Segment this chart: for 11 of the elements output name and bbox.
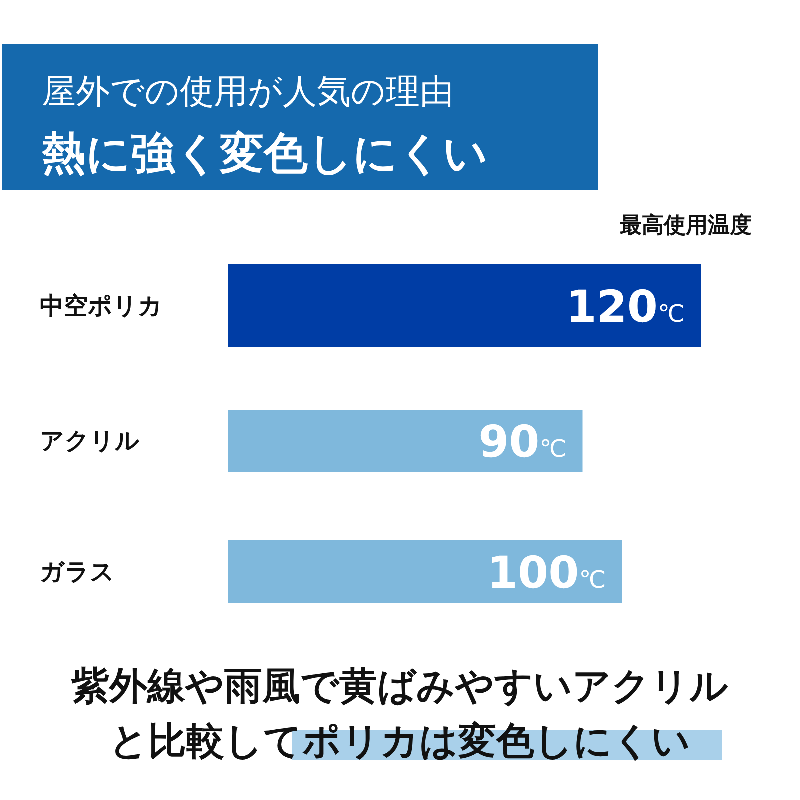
chart-subtitle: 熱に強く変色しにくい	[41, 128, 488, 180]
text: と比較してポリカは変色しにくい	[110, 719, 690, 763]
data-label: 90℃	[478, 417, 567, 468]
x-axis-title: 最高使用温度	[619, 212, 752, 238]
y-tick-label: ガラス	[40, 558, 115, 586]
data-label: 120℃	[566, 282, 685, 333]
data-label: 100℃	[487, 548, 606, 599]
chart-title: 屋外での使用が人気の理由	[42, 72, 454, 112]
text: 紫外線や雨風で黄ばみやすいアクリル	[70, 664, 728, 708]
y-tick-label: アクリル	[40, 427, 140, 455]
y-tick-label: 中空ポリカ	[40, 292, 163, 320]
